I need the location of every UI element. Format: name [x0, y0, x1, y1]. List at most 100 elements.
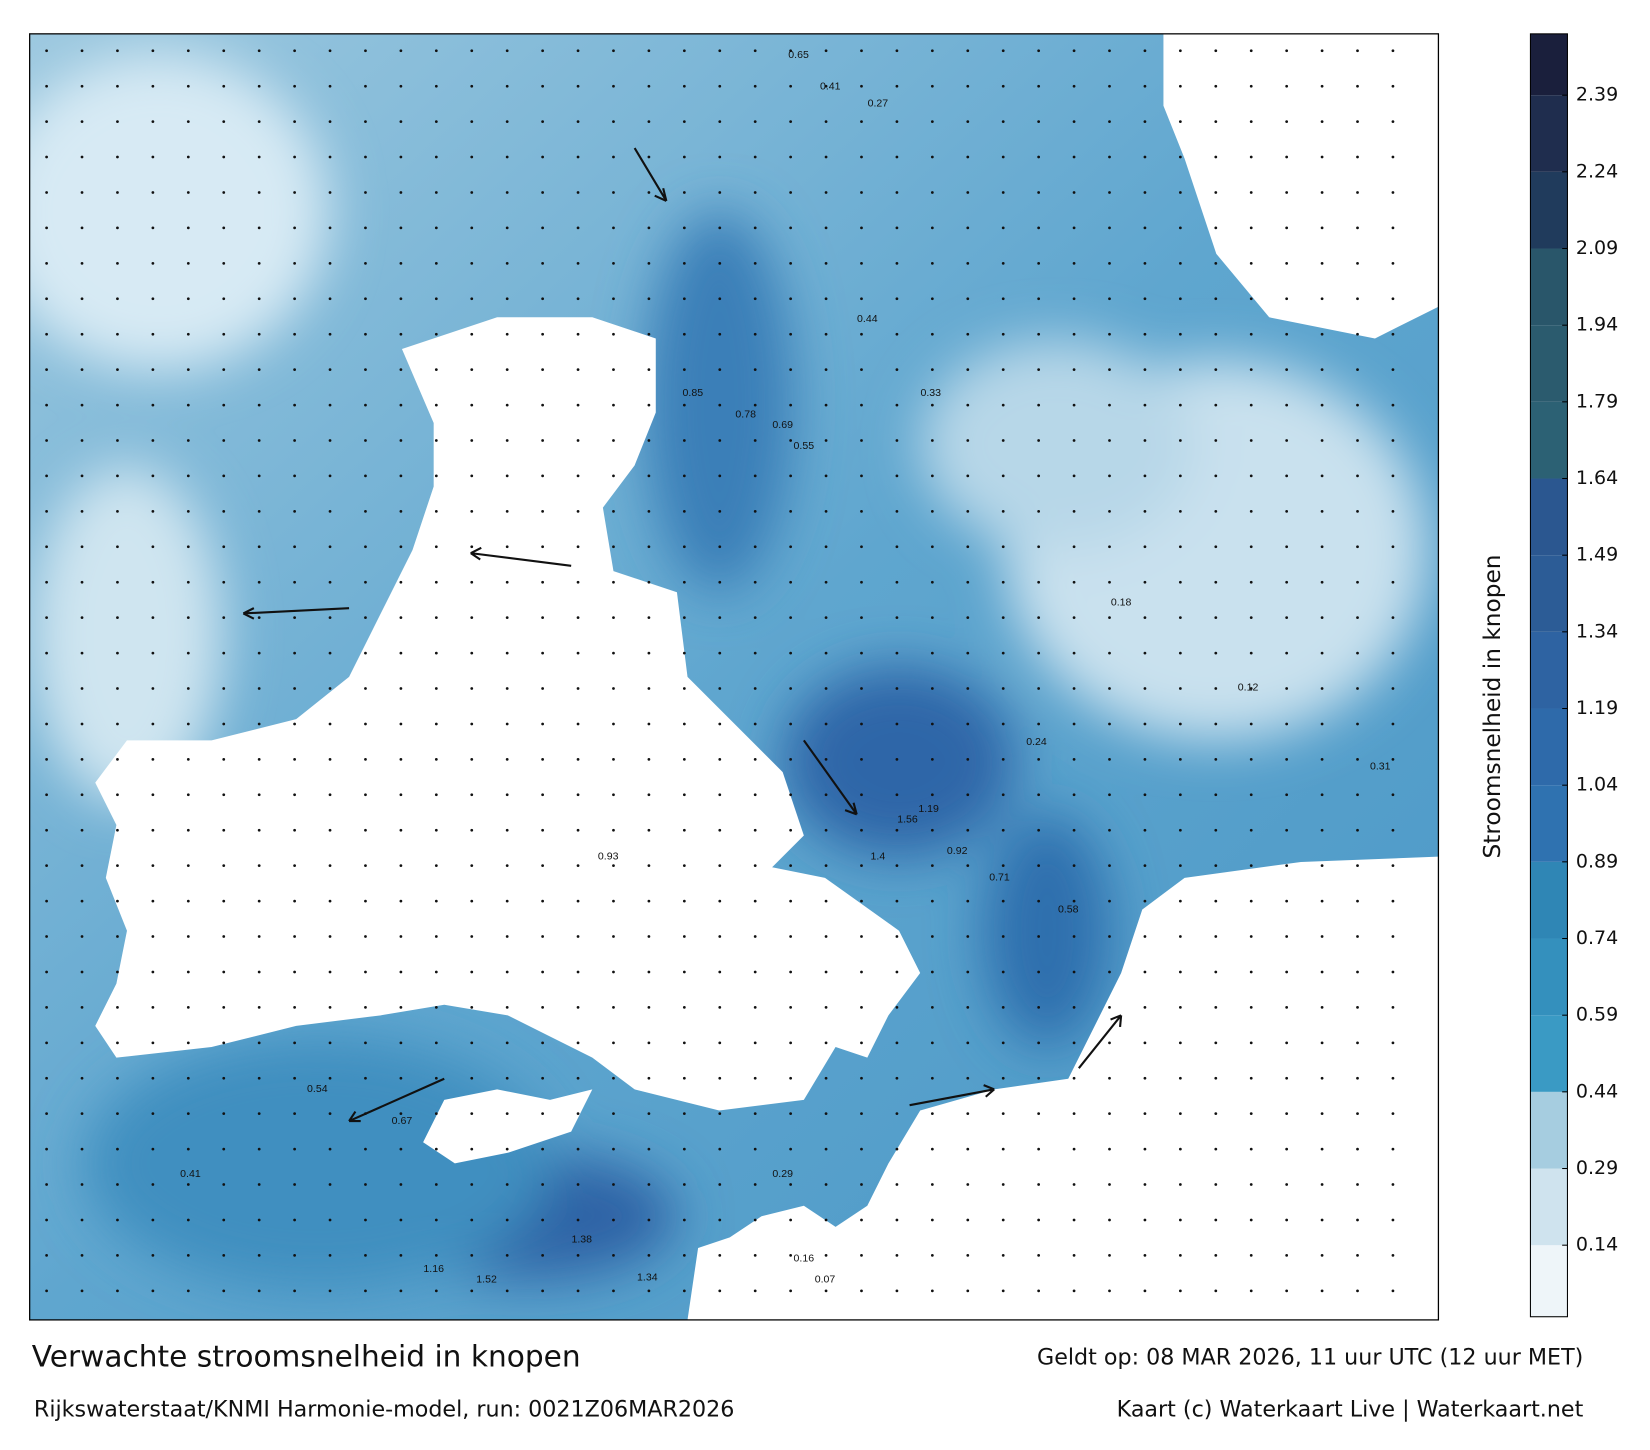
vector-dot: [612, 1183, 615, 1186]
vector-dot: [364, 474, 367, 478]
vector-dot: [470, 970, 474, 974]
vector-dot: [1037, 84, 1041, 88]
vector-dot: [470, 793, 474, 797]
vector-dot: [116, 616, 119, 620]
vector-dot: [1178, 261, 1182, 265]
vector-dot: [399, 580, 403, 584]
colorbar-band: [1530, 1015, 1568, 1092]
vector-dot: [186, 403, 190, 407]
vector-dot: [1249, 687, 1253, 690]
vector-dot: [116, 1041, 119, 1045]
vector-dot: [45, 722, 48, 726]
vector-dot: [1178, 687, 1182, 690]
vector-dot: [541, 1183, 544, 1186]
vector-dot: [222, 828, 226, 832]
vector-dot: [151, 1218, 155, 1222]
vector-dot: [1249, 580, 1253, 584]
vector-dot: [576, 368, 580, 372]
vector-dot: [1320, 1289, 1324, 1293]
vector-dot: [1108, 580, 1111, 584]
vector-dot: [1249, 935, 1253, 938]
vector-dot: [1249, 1076, 1253, 1080]
vector-dot: [1143, 84, 1147, 88]
vector-dot: [860, 120, 863, 124]
vector-dot: [222, 332, 226, 336]
vector-dot: [116, 332, 119, 336]
vector-dot: [718, 1218, 722, 1222]
vector-dot: [257, 651, 261, 655]
vector-dot: [257, 84, 261, 88]
vector-dot: [151, 545, 155, 549]
vector-dot: [1072, 757, 1076, 761]
vector-dot: [399, 828, 403, 832]
vector-dot: [1214, 828, 1218, 832]
vector-dot: [1178, 332, 1182, 336]
vector-dot: [1037, 191, 1041, 194]
vector-dot: [541, 828, 544, 832]
vector-dot: [1072, 297, 1076, 301]
vector-dot: [718, 439, 722, 442]
vector-dot: [718, 1006, 722, 1009]
vector-dot: [789, 1006, 793, 1009]
vector-dot: [470, 191, 474, 194]
vector-dot: [1285, 403, 1289, 407]
vector-dot: [364, 1218, 367, 1222]
current-field: [29, 52, 1428, 1291]
vector-dot: [328, 757, 332, 761]
vector-dot: [1143, 332, 1147, 336]
vector-dot: [505, 297, 509, 301]
vector-dot: [151, 120, 155, 124]
vector-dot: [1285, 297, 1289, 301]
vector-dot: [718, 261, 722, 265]
vector-dot: [1037, 49, 1041, 53]
vector-dot: [718, 332, 722, 336]
vector-dot: [576, 935, 580, 938]
vector-dot: [612, 1218, 615, 1222]
vector-dot: [1391, 1147, 1395, 1151]
vector-dot: [293, 474, 296, 478]
vector-dot: [753, 155, 757, 159]
vector-dot: [753, 439, 757, 442]
vector-dot: [966, 49, 970, 53]
vector-dot: [1037, 509, 1041, 513]
vector-dot: [1108, 651, 1111, 655]
vector-dot: [1320, 49, 1324, 53]
vector-dot: [824, 1289, 828, 1293]
vector-dot: [789, 828, 793, 832]
vector-dot: [505, 793, 509, 797]
vector-dot: [895, 155, 899, 159]
vector-dot: [470, 155, 474, 159]
vector-dot: [647, 1254, 651, 1257]
vector-dot: [1108, 757, 1111, 761]
vector-dot: [505, 687, 509, 690]
vector-dot: [718, 155, 722, 159]
vector-dot: [1249, 191, 1253, 194]
vector-dot: [753, 651, 757, 655]
vector-dot: [1178, 793, 1182, 797]
vector-dot: [576, 1112, 580, 1116]
vector-dot: [1320, 509, 1324, 513]
vector-dot: [1072, 120, 1076, 124]
vector-dot: [186, 935, 190, 938]
vector-dot: [1356, 616, 1359, 620]
vector-dot: [1356, 332, 1359, 336]
vector-dot: [1356, 509, 1359, 513]
vector-dot: [1249, 616, 1253, 620]
vector-dot: [293, 1289, 296, 1293]
vector-dot: [824, 793, 828, 797]
vector-dot: [718, 120, 722, 124]
vector-dot: [789, 616, 793, 620]
vector-dot: [222, 403, 226, 407]
vector-dot: [1178, 49, 1182, 53]
vector-dot: [116, 1254, 119, 1257]
vector-dot: [434, 226, 438, 230]
vector-dot: [930, 49, 934, 53]
vector-dot: [718, 722, 722, 726]
vector-dot: [860, 403, 863, 407]
vector-dot: [895, 403, 899, 407]
current-label: 0.33: [920, 387, 941, 399]
colorbar-band: [1530, 248, 1568, 326]
vector-dot: [45, 332, 48, 336]
vector-dot: [1143, 368, 1147, 372]
vector-dot: [1143, 1147, 1147, 1151]
